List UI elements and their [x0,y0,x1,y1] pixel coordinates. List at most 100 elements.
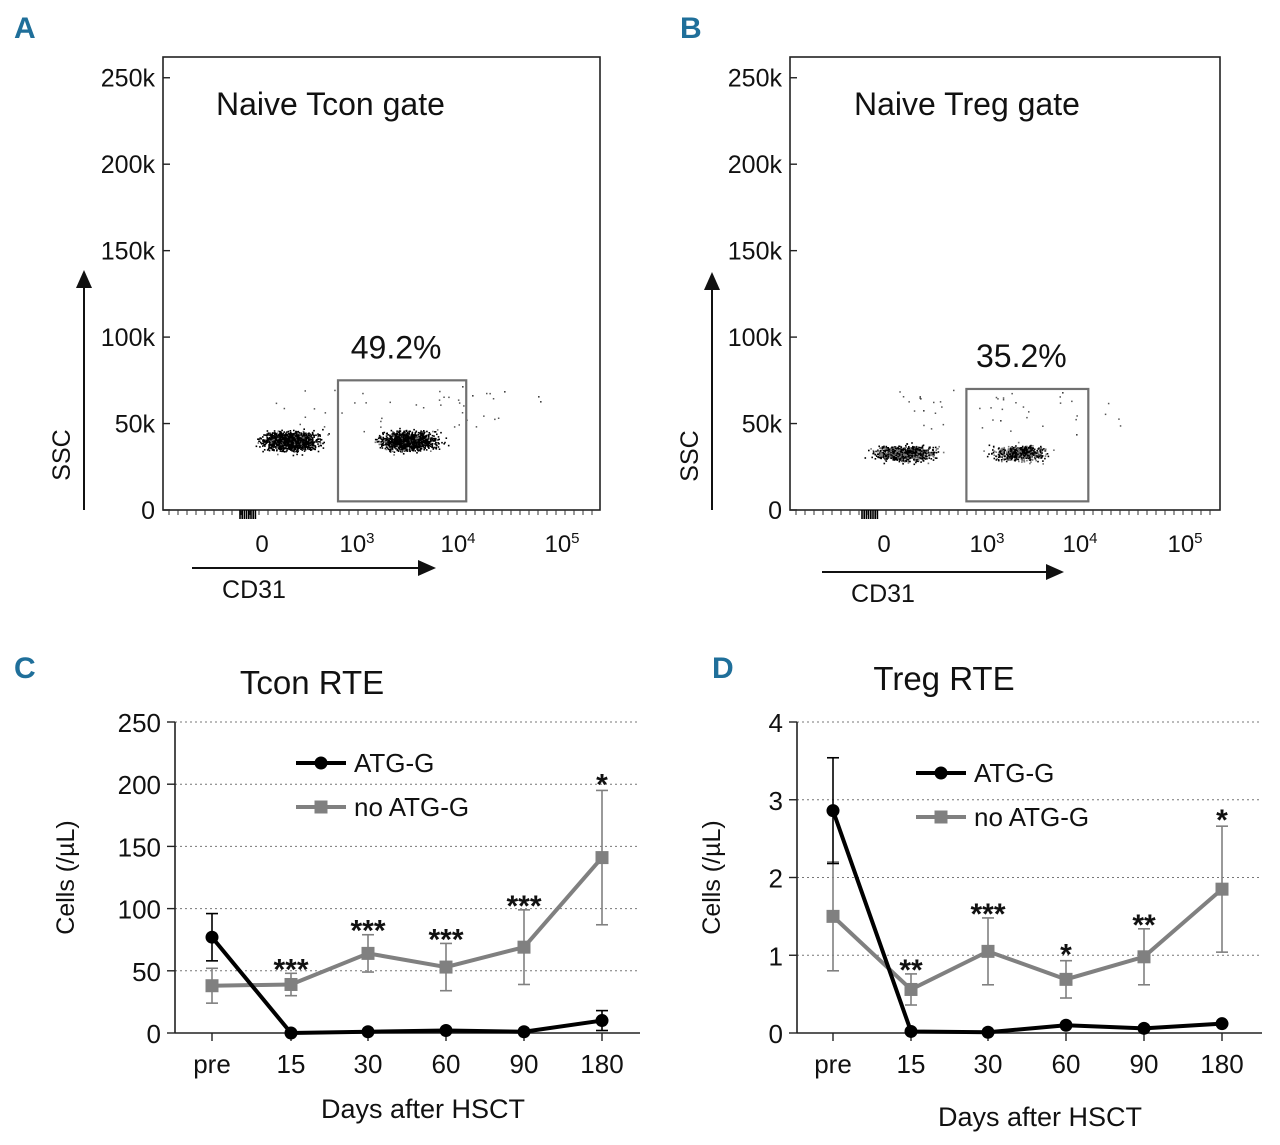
event-dot [893,454,895,456]
event-dot [1022,448,1024,451]
event-dot [404,439,406,442]
event-dot [401,450,403,452]
event-dot [993,454,995,456]
event-dot [928,446,931,449]
event-dot [387,438,389,441]
event-dot [410,438,413,441]
event-dot [1014,451,1016,453]
event-dot [423,448,425,451]
event-dot [437,436,440,438]
event-dot [311,433,314,435]
event-dot [420,440,422,443]
event-dot [305,443,307,445]
event-dot [904,448,906,450]
event-dot [267,448,270,450]
x-tick-label: pre [193,1049,231,1079]
event-dot [282,432,284,435]
event-dot [921,458,923,460]
event-dot [1014,449,1016,452]
event-dot [1017,447,1019,449]
y-axis-label: Cells (/µL) [698,820,726,934]
event-dot [288,447,290,449]
event-dot [937,451,940,453]
event-dot [306,436,309,438]
event-dot [381,438,383,441]
event-dot [906,458,908,461]
event-dot [892,455,895,458]
event-dot [386,447,389,449]
event-dot [891,449,894,452]
event-dot [313,434,316,437]
event-dot [1031,452,1034,454]
event-dot [941,406,943,408]
event-dot [1075,418,1077,421]
event-dot [403,446,405,448]
event-dot [903,454,906,456]
event-dot [879,453,881,456]
event-dot [1023,461,1026,463]
y-axis-label: Cells (/µL) [52,820,80,934]
event-dot [407,442,410,444]
event-dot [1035,452,1038,454]
event-dot [921,451,923,454]
event-dot [270,438,273,441]
event-dot [418,441,420,443]
event-dot [421,441,423,443]
event-dot [392,450,394,453]
event-dot [284,441,286,443]
event-dot [864,457,867,459]
event-dot [395,439,397,441]
event-dot [328,433,330,435]
data-point [1059,1018,1073,1032]
event-dot [259,446,261,448]
event-dot [398,434,400,436]
event-dot [264,443,267,446]
event-dot [1001,408,1004,411]
event-dot [291,434,293,437]
event-dot [354,402,356,404]
event-dot [898,456,900,459]
event-dot [394,434,397,437]
legend: ATG-Gno ATG-G [296,748,469,822]
event-dot [297,440,300,443]
event-dot [416,442,419,444]
event-dot [304,437,306,439]
event-dot [1017,450,1020,452]
event-dot [310,441,313,443]
event-dot [394,437,396,440]
y-tick-label: 250k [101,65,156,93]
series-line [211,856,604,988]
event-dot [296,449,298,451]
event-dot [293,439,296,441]
data-point [826,909,840,923]
event-dot [276,442,279,445]
plot-title: Naive Tcon gate [216,86,445,122]
event-dot [293,436,295,439]
event-dot [445,437,448,439]
event-dot [1038,455,1040,457]
event-dot [1107,402,1110,405]
event-dot [417,440,420,442]
significance-stars: * [1060,939,1072,972]
event-dot [937,447,939,450]
event-dot [884,458,886,460]
event-dot [1015,455,1017,457]
event-dot [264,445,266,447]
event-dot [399,441,401,444]
event-dot [923,454,926,457]
event-dot [300,445,303,447]
event-dot [1011,392,1013,395]
event-dot [290,446,292,448]
event-dot [415,437,417,440]
event-dot [385,442,388,444]
event-dot [396,445,399,447]
event-dot [905,457,907,459]
event-dot [921,445,924,447]
event-dot [274,441,276,443]
event-dot [432,440,434,442]
event-dot [936,448,938,450]
event-dot [1001,451,1003,453]
event-dot [377,437,380,440]
